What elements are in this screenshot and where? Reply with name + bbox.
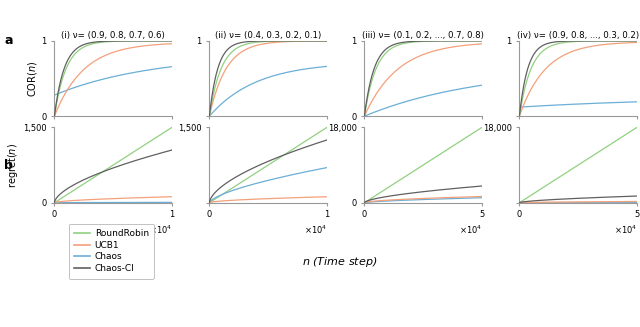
Title: (ii) ν= (0.4, 0.3, 0.2, 0.1): (ii) ν= (0.4, 0.3, 0.2, 0.1) bbox=[215, 31, 321, 40]
Text: $n$ (Time step): $n$ (Time step) bbox=[301, 255, 377, 268]
Text: $\times 10^4$: $\times 10^4$ bbox=[459, 224, 482, 236]
Y-axis label: regret$(n)$: regret$(n)$ bbox=[6, 143, 20, 188]
Text: a: a bbox=[4, 34, 13, 47]
Text: $\times 10^4$: $\times 10^4$ bbox=[148, 224, 172, 236]
Title: (iv) ν= (0.9, 0.8, ..., 0.3, 0.2): (iv) ν= (0.9, 0.8, ..., 0.3, 0.2) bbox=[517, 31, 639, 40]
Y-axis label: COR$(n)$: COR$(n)$ bbox=[26, 60, 39, 96]
Text: b: b bbox=[4, 159, 13, 172]
Title: (iii) ν= (0.1, 0.2, ..., 0.7, 0.8): (iii) ν= (0.1, 0.2, ..., 0.7, 0.8) bbox=[362, 31, 484, 40]
Legend: RoundRobin, UCB1, Chaos, Chaos-CI: RoundRobin, UCB1, Chaos, Chaos-CI bbox=[68, 224, 154, 279]
Text: $\times 10^4$: $\times 10^4$ bbox=[614, 224, 637, 236]
Text: $\times 10^4$: $\times 10^4$ bbox=[303, 224, 327, 236]
Title: (i) ν= (0.9, 0.8, 0.7, 0.6): (i) ν= (0.9, 0.8, 0.7, 0.6) bbox=[61, 31, 165, 40]
